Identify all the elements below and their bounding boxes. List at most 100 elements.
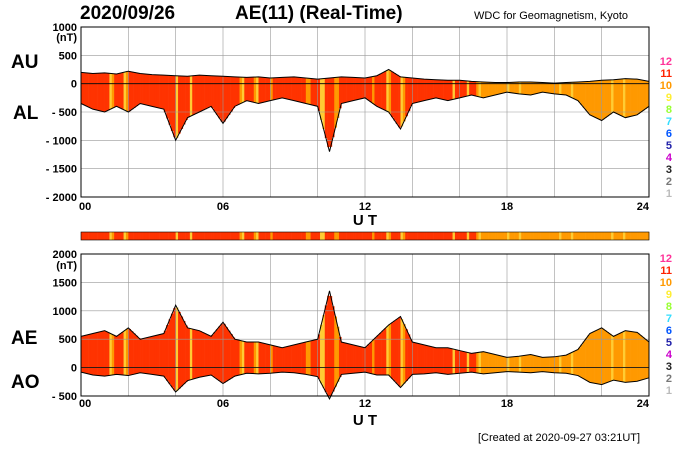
station-strip-segment [279,232,283,240]
station-strip-segment [407,232,411,240]
data-band [204,75,207,110]
station-strip-segment [509,232,513,240]
station-strip-segment [196,232,200,240]
station-strip-segment [599,232,602,240]
data-band [424,79,427,101]
data-band [336,326,340,382]
data-band [478,81,482,97]
data-band [291,345,295,373]
data-band [355,77,359,100]
data-band [559,82,562,95]
series-line-al [80,91,650,152]
station-count-legend-lower: 12 11 10 9 8 7 6 5 4 3 2 1 [652,253,672,397]
station-strip-segment [95,232,98,240]
station-strip-segment [170,232,174,240]
station-strip-segment [438,232,442,240]
data-band [573,351,576,375]
station-strip-segment [357,232,361,240]
station-strip-segment [502,232,505,240]
data-band [303,77,307,104]
data-band [625,78,628,118]
data-band [331,77,335,138]
station-strip-segment [379,232,382,240]
station-strip-segment [630,232,633,240]
data-band [348,77,352,102]
legend-station-12: 12 [659,253,672,265]
data-band [589,332,593,383]
data-band [159,334,162,376]
data-band [367,77,371,101]
data-band [114,73,117,107]
data-band [372,76,375,104]
data-band [644,339,647,379]
station-strip-segment [282,232,285,240]
station-strip-segment [551,232,555,240]
data-band [270,345,273,374]
ao-label: AO [11,372,40,393]
y-unit-label: (nT) [56,260,77,272]
data-band [592,81,595,117]
data-band [88,334,91,375]
data-band [215,329,219,380]
station-strip-segment [537,232,541,240]
station-strip-segment [488,232,491,240]
station-strip-segment [204,232,207,240]
station-strip-segment [469,232,472,240]
data-band [310,340,314,376]
data-band [428,79,432,100]
data-band [95,332,98,376]
data-band [497,82,501,95]
data-band [374,337,378,375]
data-band [265,77,269,102]
data-band [324,305,328,393]
data-band [130,71,134,110]
y-tick-label: 500 [59,50,77,62]
y-tick-label: - 500 [52,391,77,403]
data-band [433,347,437,373]
station-strip-segment [400,232,404,240]
data-band [251,342,255,374]
station-strip-segment [144,232,148,240]
data-band [457,80,460,99]
data-band [161,75,165,109]
data-band [381,72,385,110]
data-band [585,338,588,381]
data-band [507,82,510,93]
data-band [424,345,427,374]
data-band [547,357,550,373]
data-band [454,349,458,374]
data-band [551,83,555,94]
station-strip-segment [409,232,413,240]
data-band [471,353,475,373]
y-tick-label: 1000 [53,22,77,34]
data-band [592,331,595,384]
data-band [409,77,413,107]
data-band [315,79,318,107]
station-strip-segment [111,232,115,240]
station-strip-segment [492,232,496,240]
data-band [428,346,432,374]
station-strip-segment [220,232,224,240]
data-band [97,332,101,376]
station-strip-segment [601,232,605,240]
station-strip-segment [504,232,508,240]
station-strip-segment [83,232,87,240]
data-band [92,73,96,110]
data-band [192,75,195,115]
legend-station-12: 12 [659,56,672,68]
data-band [206,334,210,376]
data-band [483,351,486,374]
station-strip-segment [244,232,247,240]
y-tick-label: 1000 [53,306,77,318]
data-band [223,76,226,122]
station-strip-segment [568,232,572,240]
data-band [551,356,555,373]
data-band [220,323,224,383]
data-band [634,332,638,382]
data-band [189,328,193,380]
legend-station-4: 4 [665,349,672,361]
legend-station-5: 5 [665,140,672,152]
station-strip-segment [533,232,536,240]
station-strip-segment [107,232,110,240]
data-band [369,342,373,374]
